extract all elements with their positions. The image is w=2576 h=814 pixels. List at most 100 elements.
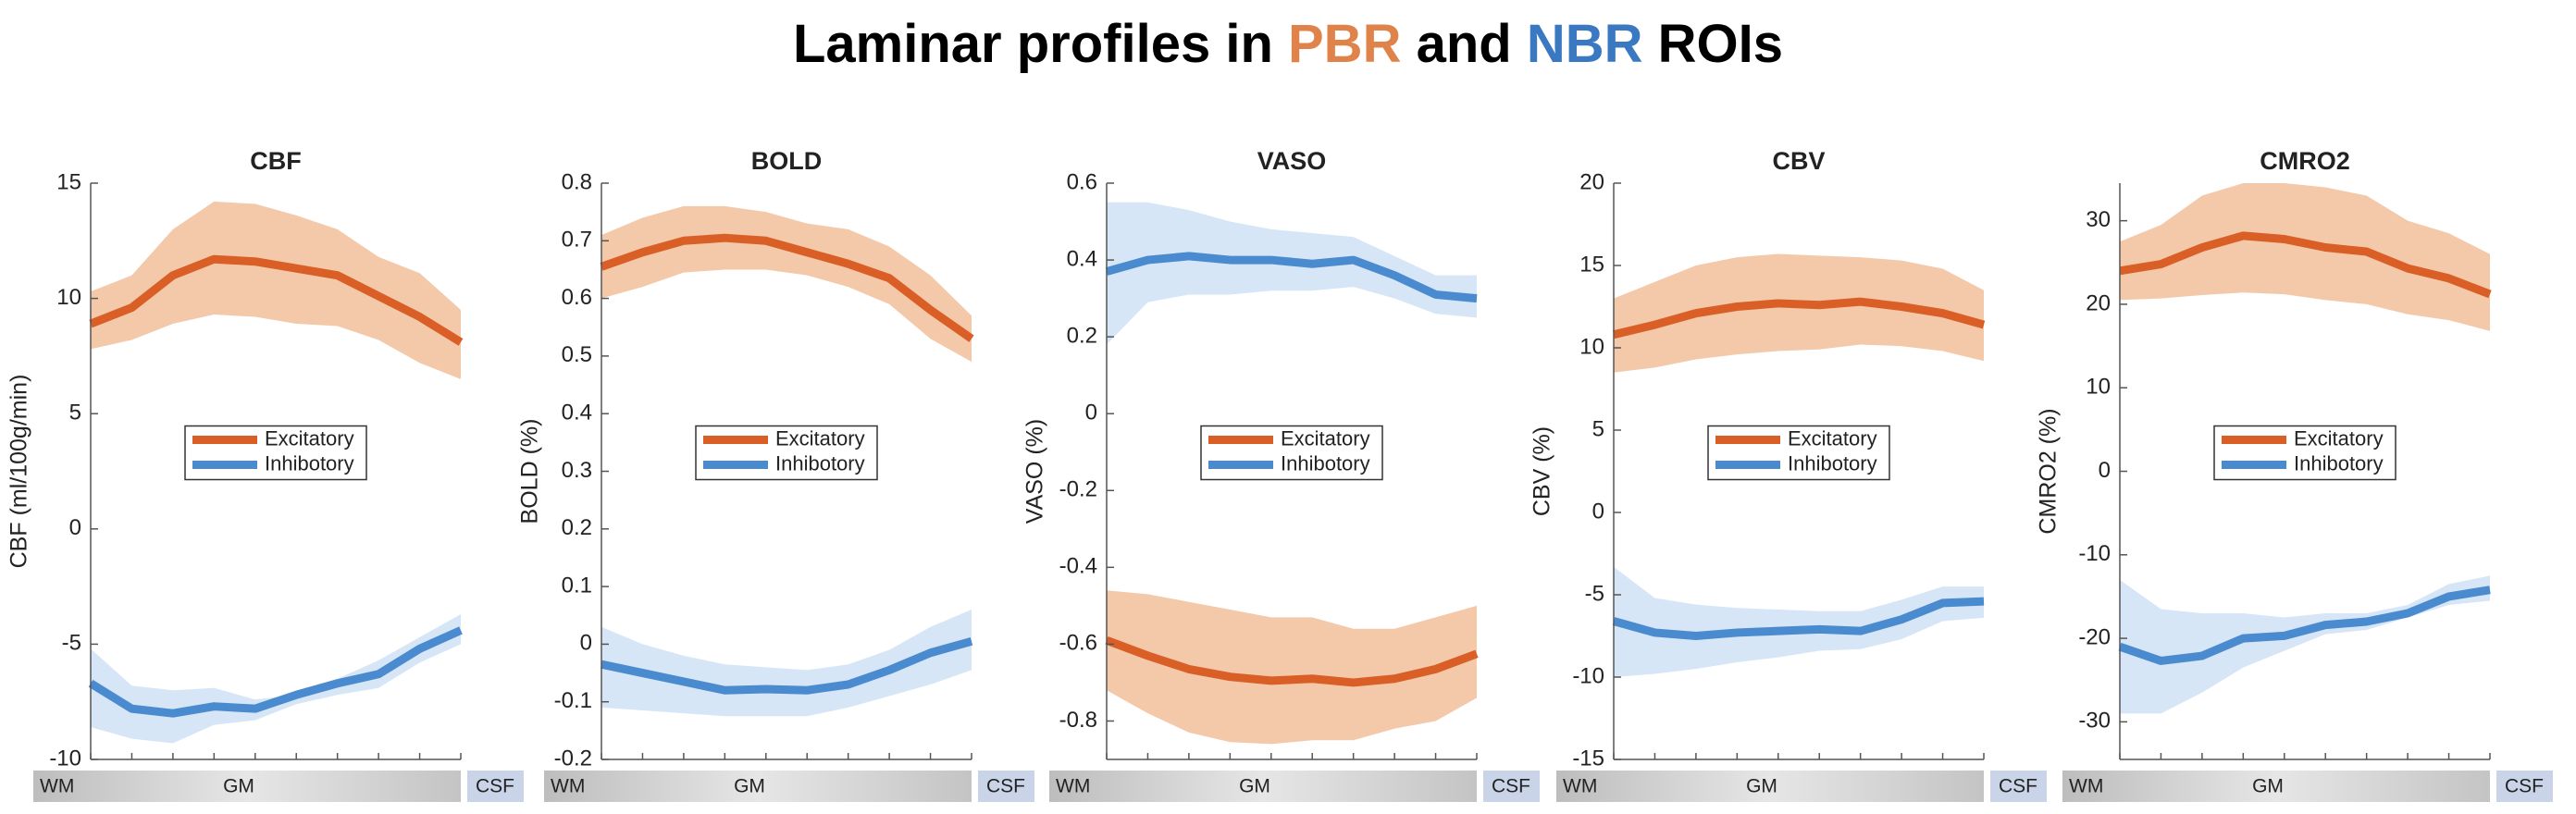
layer-csf xyxy=(467,771,524,802)
legend-label: Excitatory xyxy=(265,426,354,450)
title-part: Laminar profiles in xyxy=(792,14,1273,74)
chart-title: BOLD xyxy=(751,147,823,175)
y-tick-label: 0.7 xyxy=(562,228,592,253)
layer-bar xyxy=(1049,771,1477,802)
y-tick-label: -0.2 xyxy=(554,746,592,771)
layer-bar xyxy=(33,771,461,802)
legend-label: Inhibotory xyxy=(2294,451,2384,475)
legend-label: Excitatory xyxy=(1788,426,1877,450)
layer-label: WM xyxy=(2069,776,2103,797)
legend-box xyxy=(1200,425,1383,481)
y-tick-label: 30 xyxy=(2086,207,2111,232)
layer-bar xyxy=(2062,771,2490,802)
layer-csf xyxy=(1990,771,2047,802)
series-line xyxy=(1612,597,1985,640)
series-line xyxy=(600,233,974,342)
y-tick-label: 0.3 xyxy=(562,458,592,483)
y-tick-label: -5 xyxy=(62,631,81,656)
y-tick-label: 10 xyxy=(56,285,81,310)
legend-label: Excitatory xyxy=(775,426,865,450)
y-tick-label: 0.5 xyxy=(562,342,592,367)
legend-box xyxy=(184,425,367,481)
y-tick-label: -0.6 xyxy=(1059,631,1097,656)
y-tick-label: 0.4 xyxy=(1067,246,1097,271)
y-tick-label: 5 xyxy=(1592,416,1604,441)
y-tick-label: 15 xyxy=(1579,252,1604,277)
y-tick-label: 0 xyxy=(69,515,81,540)
layer-label: WM xyxy=(1563,776,1597,797)
legend-box xyxy=(2213,425,2396,481)
chart-title: VASO xyxy=(1257,147,1327,175)
y-tick-label: 0.1 xyxy=(562,573,592,598)
error-band xyxy=(1107,202,1477,345)
series-line xyxy=(88,626,463,718)
y-tick-label: -10 xyxy=(49,746,81,771)
y-tick-label: -10 xyxy=(1572,663,1604,688)
title-part: NBR xyxy=(1526,14,1643,74)
title-part: ROIs xyxy=(1657,14,1784,74)
y-tick-label: -0.1 xyxy=(554,688,592,713)
title-part: and xyxy=(1416,14,1512,74)
y-axis-label: CMRO2 (%) xyxy=(2036,408,2062,534)
y-tick-label: 20 xyxy=(2086,290,2111,315)
y-tick-label: 0.4 xyxy=(562,401,592,426)
y-axis-label: CBV (%) xyxy=(1530,426,1555,516)
series-line xyxy=(1612,297,1986,339)
layer-label: CSF xyxy=(476,776,514,797)
y-tick-label: 0.6 xyxy=(1067,169,1097,194)
series-line xyxy=(2119,231,2492,299)
figure-title: Laminar profiles in PBR and NBR ROIs xyxy=(0,13,2576,75)
y-tick-label: -30 xyxy=(2078,709,2111,734)
series-line xyxy=(1105,252,1478,303)
y-axis-label: VASO (%) xyxy=(1022,419,1048,524)
y-tick-label: 15 xyxy=(56,169,81,194)
y-tick-label: 10 xyxy=(1579,334,1604,359)
y-tick-label: 0 xyxy=(1085,401,1097,426)
y-tick-label: 20 xyxy=(1579,169,1604,194)
layer-csf xyxy=(2496,771,2553,802)
layer-csf xyxy=(1483,771,1540,802)
error-band xyxy=(91,614,461,744)
y-tick-label: 0.8 xyxy=(562,169,592,194)
error-band xyxy=(601,610,972,717)
layer-label: CSF xyxy=(2505,776,2544,797)
layer-label: CSF xyxy=(1492,776,1530,797)
layer-label: GM xyxy=(734,776,765,797)
y-tick-label: 5 xyxy=(69,401,81,426)
y-tick-label: -10 xyxy=(2078,541,2111,566)
layer-label: GM xyxy=(2252,776,2284,797)
series-line xyxy=(601,636,973,695)
chart-title: CBF xyxy=(250,147,302,175)
error-band xyxy=(91,201,461,379)
y-axis-label: CBF (ml/100g/min) xyxy=(6,375,32,569)
legend-label: Excitatory xyxy=(1281,426,1370,450)
chart-title: CMRO2 xyxy=(2260,147,2350,175)
y-tick-label: -0.4 xyxy=(1059,554,1097,579)
y-tick-label: 0.2 xyxy=(562,515,592,540)
y-axis-label: BOLD (%) xyxy=(517,419,543,524)
layer-bar xyxy=(1556,771,1984,802)
y-tick-label: 10 xyxy=(2086,375,2111,400)
layer-label: GM xyxy=(223,776,254,797)
legend-label: Inhibotory xyxy=(265,451,354,475)
chart-title: CBV xyxy=(1772,147,1825,175)
y-tick-label: 0 xyxy=(580,631,592,656)
error-band xyxy=(2120,575,2490,714)
y-tick-label: 0 xyxy=(1592,499,1604,524)
legend-box xyxy=(695,425,878,481)
y-tick-label: 0 xyxy=(2099,458,2111,483)
y-tick-label: -0.2 xyxy=(1059,477,1097,502)
y-tick-label: -20 xyxy=(2078,624,2111,649)
layer-bar xyxy=(544,771,972,802)
error-band xyxy=(1107,590,1477,745)
y-tick-label: 0.6 xyxy=(562,285,592,310)
series-line xyxy=(89,254,464,346)
layer-label: WM xyxy=(1056,776,1090,797)
error-band xyxy=(1614,566,1984,677)
legend-label: Inhibotory xyxy=(775,451,865,475)
legend-label: Inhibotory xyxy=(1281,451,1370,475)
layer-label: GM xyxy=(1239,776,1270,797)
error-band xyxy=(601,205,972,363)
error-band xyxy=(1614,253,1984,373)
